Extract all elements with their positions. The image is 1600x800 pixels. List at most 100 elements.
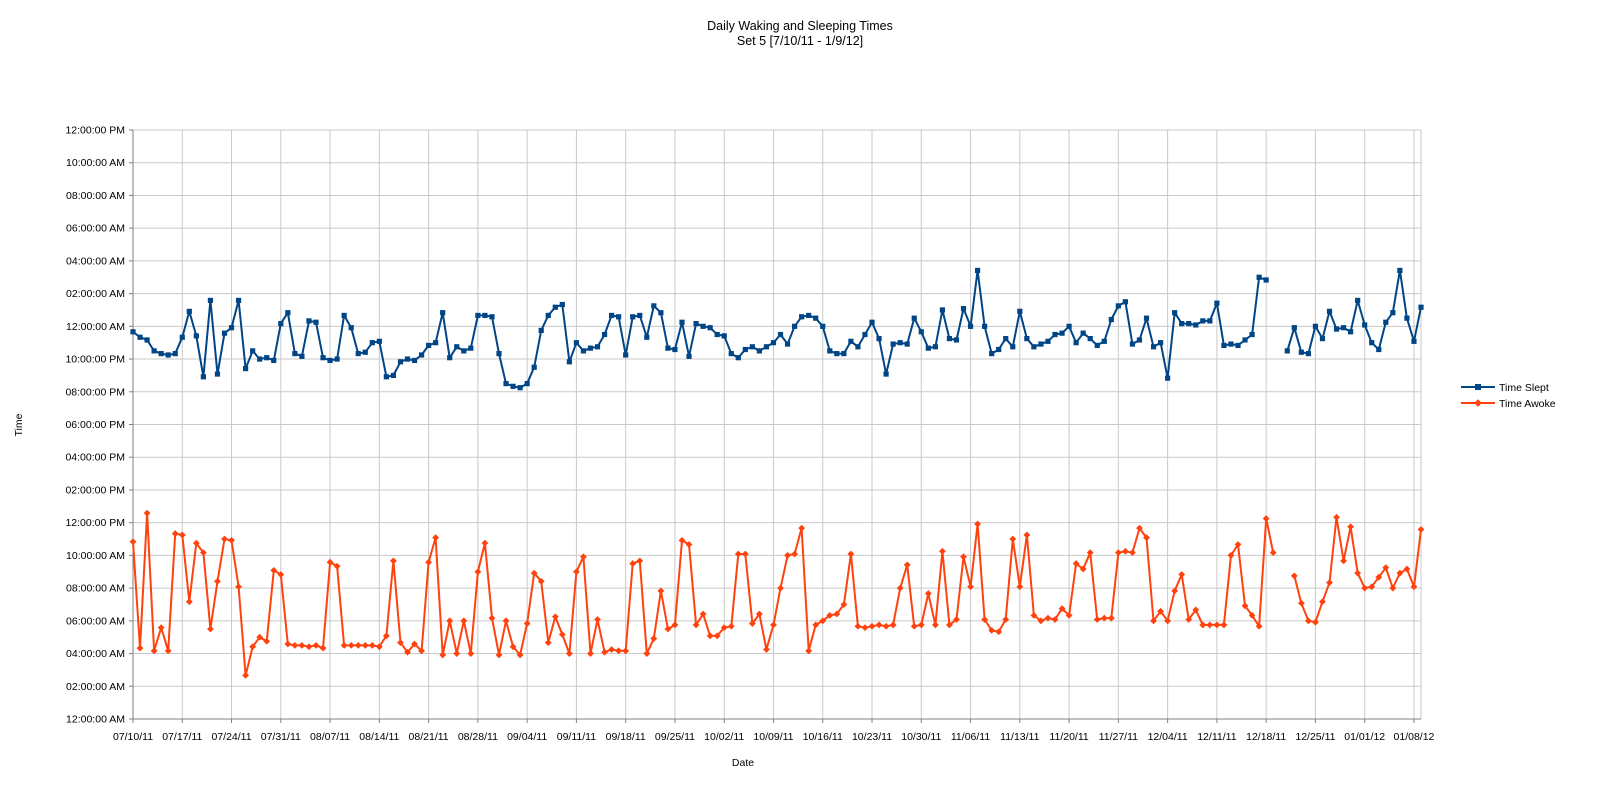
diamond-marker-icon [291,641,299,649]
diamond-marker-icon [1093,616,1101,623]
diamond-marker-icon [1199,621,1207,629]
square-marker-icon [587,345,594,351]
square-marker-icon [1221,342,1227,349]
square-marker-icon [580,348,587,354]
x-tick-label: 08/14/11 [359,731,399,743]
y-tick-label: 12:00:00 PM [65,517,125,529]
diamond-marker-icon [565,650,573,657]
legend-item-time-awoke: Time Awoke [1461,398,1556,410]
square-marker-icon [517,385,523,391]
y-tick-label: 10:00:00 AM [66,157,125,169]
diamond-marker-icon [333,562,341,570]
square-marker-icon [285,310,291,316]
square-marker-icon [524,380,530,387]
x-tick-label: 09/25/11 [655,731,695,743]
diamond-marker-icon [1389,584,1397,592]
diamond-marker-icon [1129,549,1136,557]
diamond-marker-icon [664,625,672,633]
square-marker-icon [348,325,354,331]
square-marker-icon [1129,341,1136,347]
diamond-marker-icon [875,621,883,629]
square-marker-icon [1235,342,1241,349]
diamond-marker-icon [375,643,383,651]
square-marker-icon [186,308,192,314]
diamond-marker-icon [1178,571,1186,578]
diamond-marker-icon [425,558,433,566]
diamond-marker-icon [326,558,334,566]
square-marker-icon [369,340,375,346]
diamond-marker-icon [214,577,221,585]
diamond-marker-icon [854,622,862,630]
square-marker-icon [890,341,896,347]
square-marker-icon [637,312,643,319]
square-marker-icon [418,352,425,358]
diamond-marker-icon [1340,557,1347,565]
square-marker-icon [616,314,622,320]
diamond-marker-icon [974,520,981,528]
x-tick-label: 11/27/11 [1099,731,1138,743]
square-marker-icon [404,356,411,362]
square-marker-icon [897,340,903,346]
diamond-marker-icon [242,671,250,679]
square-marker-icon [130,329,136,335]
x-axis-title: Date [732,757,754,769]
diamond-marker-icon [833,610,841,618]
diamond-marker-icon [1100,614,1108,622]
x-tick-label: 11/13/11 [1000,731,1039,743]
x-tick-label: 10/02/11 [704,731,744,743]
diamond-marker-icon [622,647,630,655]
y-tick-labels: 12:00:00 PM 10:00:00 AM 08:00:00 AM 06:00:0… [65,125,125,726]
diamond-marker-icon [1192,606,1200,614]
diamond-marker-icon [770,621,777,629]
diamond-marker-icon [164,647,172,655]
diamond-marker-icon [699,610,707,618]
diamond-marker-icon [178,531,186,539]
diamond-marker-icon [1269,549,1277,557]
diamond-marker-icon [727,622,735,630]
diamond-marker-icon [1157,607,1164,615]
square-marker-icon [1038,341,1044,347]
series-line [132,512,1422,677]
square-marker-icon [1087,336,1093,342]
square-marker-icon [200,374,206,380]
square-marker-icon [693,321,699,327]
diamond-marker-icon [756,610,763,618]
square-marker-icon [601,331,608,338]
square-marker-icon [1376,346,1382,353]
square-marker-icon [1397,267,1403,274]
diamond-marker-icon [544,639,552,647]
diamond-marker-icon [171,530,179,537]
square-marker-icon [228,325,235,331]
diamond-marker-icon [263,637,271,645]
diamond-marker-icon [1368,583,1376,591]
diamond-marker-icon [1072,560,1080,567]
y-tick-label: 10:00:00 AM [66,550,125,562]
gridlines [132,129,1422,720]
diamond-marker-icon [713,632,721,640]
square-marker-icon [820,323,826,329]
square-marker-icon [1256,274,1262,280]
diamond-marker-icon [1206,621,1214,629]
diamond-marker-icon [763,646,770,653]
y-tick-label: 02:00:00 PM [65,484,125,496]
diamond-marker-icon [960,553,967,561]
diamond-marker-icon [523,620,531,627]
diamond-marker-icon [1319,598,1326,606]
square-marker-icon [306,318,312,324]
square-marker-icon [1186,321,1192,327]
square-marker-icon [489,314,495,320]
diamond-marker-icon [791,550,798,558]
diamond-marker-icon [495,651,503,659]
diamond-marker-icon [284,640,292,648]
y-tick-label: 02:00:00 AM [66,288,125,300]
square-marker-icon [559,301,565,308]
square-marker-icon [172,351,178,357]
y-tick-label: 04:00:00 AM [66,648,125,660]
square-marker-icon [665,345,671,351]
diamond-marker-icon [826,611,834,619]
diamond-marker-icon [136,644,144,652]
diamond-marker-icon [481,539,489,547]
square-marker-icon [742,346,748,353]
series-time-slept [130,267,1424,391]
